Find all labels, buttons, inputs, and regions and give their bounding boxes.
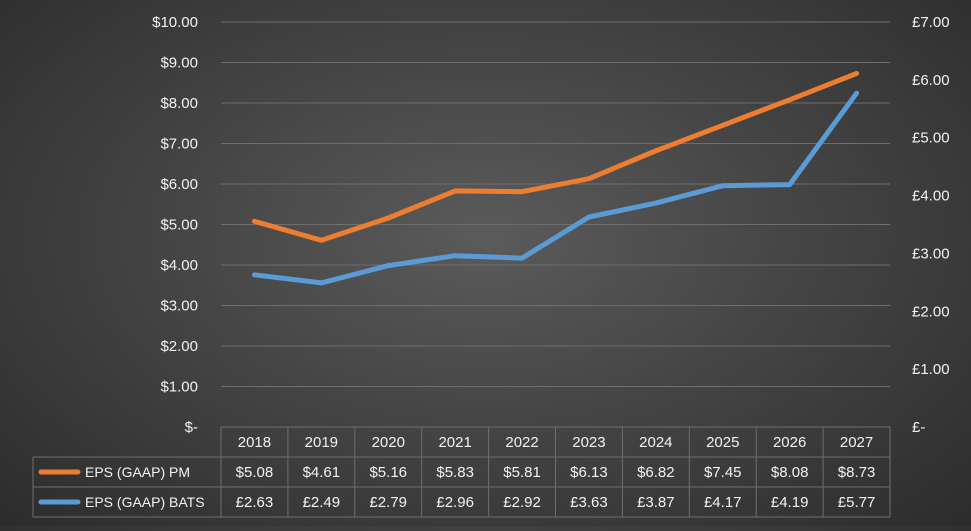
data-label: $5.16 (369, 464, 407, 481)
right-axis-tick-label: £5.00 (912, 130, 950, 147)
data-label: $7.45 (704, 464, 742, 481)
right-axis-tick-label: £7.00 (912, 14, 950, 31)
right-axis-tick-label: £3.00 (912, 245, 950, 262)
data-label: £2.92 (503, 494, 541, 511)
category-label: 2024 (639, 434, 672, 451)
right-axis-tick-label: £4.00 (912, 188, 950, 205)
data-label: £5.77 (838, 494, 876, 511)
category-label: 2022 (505, 434, 538, 451)
data-label: £4.17 (704, 494, 742, 511)
series-lines (251, 70, 860, 286)
left-axis-tick-label: $6.00 (160, 176, 198, 193)
category-label: 2020 (372, 434, 405, 451)
left-axis-tick-label: $1.00 (160, 379, 198, 396)
data-label: $5.81 (503, 464, 541, 481)
data-label: $5.08 (236, 464, 274, 481)
left-axis-ticks: $- $1.00 $2.00 $3.00 $4.00 $5.00 $6.00 $7.00 $8.… (152, 14, 198, 436)
category-label: 2021 (438, 434, 471, 451)
data-label: £2.79 (369, 494, 407, 511)
data-table: 2018 2019 2020 2021 2022 2023 2024 2025 2026 2027… (32, 426, 891, 518)
left-axis-tick-label: $9.00 (160, 55, 198, 72)
left-axis-tick-label: $2.00 (160, 338, 198, 355)
category-label: 2018 (238, 434, 271, 451)
data-label: $8.73 (838, 464, 876, 481)
series-name-label: EPS (GAAP) BATS (85, 494, 205, 510)
data-label: $6.13 (570, 464, 608, 481)
right-axis-tick-label: £- (912, 419, 925, 436)
data-label: £3.87 (637, 494, 675, 511)
left-axis-tick-label: $10.00 (152, 14, 198, 31)
left-axis-tick-label: $7.00 (160, 136, 198, 153)
category-label: 2027 (840, 434, 873, 451)
right-axis-ticks: £- £1.00 £2.00 £3.00 £4.00 £5.00 £6.00 £7.00 (912, 14, 950, 436)
data-label: £4.19 (771, 494, 809, 511)
series-line (251, 90, 860, 286)
left-axis-tick-label: $- (185, 419, 198, 436)
left-axis-tick-label: $8.00 (160, 95, 198, 112)
data-label: $8.08 (771, 464, 809, 481)
category-label: 2025 (706, 434, 739, 451)
data-label: £3.63 (570, 494, 608, 511)
left-axis-tick-label: $3.00 (160, 298, 198, 315)
category-label: 2019 (305, 434, 338, 451)
category-label: 2023 (572, 434, 605, 451)
left-axis-tick-label: $4.00 (160, 257, 198, 274)
right-axis-tick-label: £6.00 (912, 72, 950, 89)
right-axis-tick-label: £2.00 (912, 303, 950, 320)
category-label: 2026 (773, 434, 806, 451)
data-label: £2.49 (303, 494, 341, 511)
gridlines (221, 21, 890, 428)
series-line (251, 70, 860, 243)
data-label: $5.83 (436, 464, 474, 481)
data-label: $6.82 (637, 464, 675, 481)
data-label: £2.63 (236, 494, 274, 511)
left-axis-tick-label: $5.00 (160, 217, 198, 234)
right-axis-tick-label: £1.00 (912, 361, 950, 378)
data-label: £2.96 (436, 494, 474, 511)
data-label: $4.61 (303, 464, 341, 481)
series-name-label: EPS (GAAP) PM (85, 464, 190, 480)
